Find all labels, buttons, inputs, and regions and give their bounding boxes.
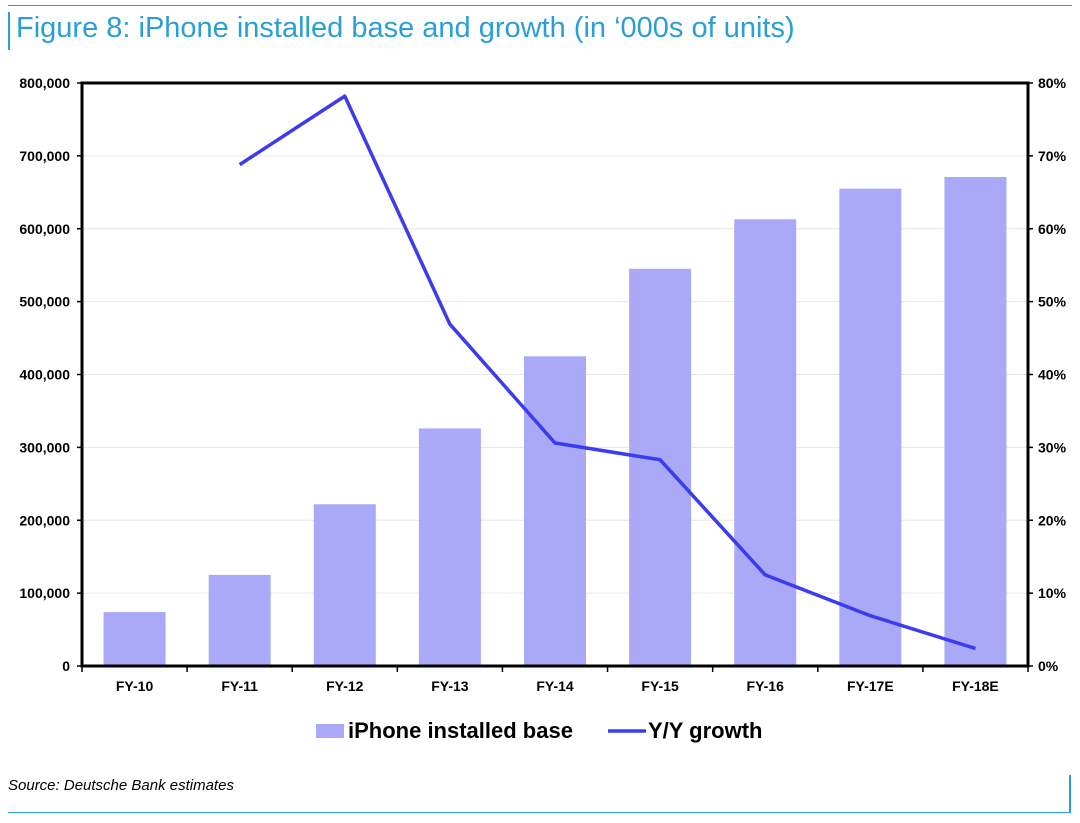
legend-line-label: Y/Y growth [648, 718, 763, 743]
left-tick-label: 800,000 [19, 75, 70, 91]
x-tick-label: FY-14 [536, 678, 574, 694]
right-tick-label: 10% [1038, 585, 1067, 601]
right-tick-label: 20% [1038, 512, 1067, 528]
bar-FY-15 [629, 268, 692, 666]
left-tick-label: 500,000 [19, 294, 70, 310]
source-note: Source: Deutsche Bank estimates [8, 777, 234, 794]
left-tick-label: 100,000 [19, 585, 70, 601]
bar-FY-12 [313, 504, 376, 666]
legend-bar-label: iPhone installed base [348, 718, 573, 743]
right-tick-label: 70% [1038, 148, 1067, 164]
right-tick-label: 40% [1038, 367, 1067, 383]
right-tick-label: 30% [1038, 439, 1067, 455]
title-accent-bar [8, 12, 10, 50]
x-tick-label: FY-10 [116, 678, 154, 694]
footer-bottom-rule [8, 812, 1071, 813]
left-tick-label: 200,000 [19, 512, 70, 528]
chart-container: 0 100,000 200,000 300,000 400,000 500,000 600,… [0, 55, 1080, 755]
footer-accent-bar [1069, 775, 1071, 813]
bar-FY-17E [839, 188, 902, 666]
left-tick-label: 700,000 [19, 148, 70, 164]
bar-FY-14 [523, 356, 587, 666]
right-tick-label: 80% [1038, 75, 1067, 91]
left-tick-label: 300,000 [19, 439, 70, 455]
x-tick-label: FY-17E [847, 678, 894, 694]
legend-bar-swatch [316, 724, 344, 738]
bar-FY-10 [103, 612, 166, 666]
right-tick-label: 50% [1038, 294, 1067, 310]
x-tick-label: FY-11 [221, 678, 258, 694]
title-top-rule [8, 5, 1072, 6]
growth-line [238, 94, 976, 651]
right-tick-label: 60% [1038, 221, 1067, 237]
left-tick-label: 0 [62, 658, 70, 674]
chart-svg: 0 100,000 200,000 300,000 400,000 500,000 600,… [19, 75, 1067, 743]
left-tick-label: 600,000 [19, 221, 70, 237]
bar-FY-18E [944, 177, 1007, 666]
right-tick-label: 0% [1038, 658, 1059, 674]
figure-title: Figure 8: iPhone installed base and grow… [16, 12, 795, 44]
x-tick-label: FY-12 [326, 678, 364, 694]
x-tick-label: FY-13 [431, 678, 469, 694]
bar-FY-11 [208, 574, 271, 666]
bar-FY-16 [734, 219, 797, 666]
x-tick-label: FY-15 [641, 678, 679, 694]
x-tick-label: FY-18E [952, 678, 999, 694]
bar-FY-13 [418, 428, 481, 666]
x-tick-label: FY-16 [747, 678, 785, 694]
left-tick-label: 400,000 [19, 367, 70, 383]
